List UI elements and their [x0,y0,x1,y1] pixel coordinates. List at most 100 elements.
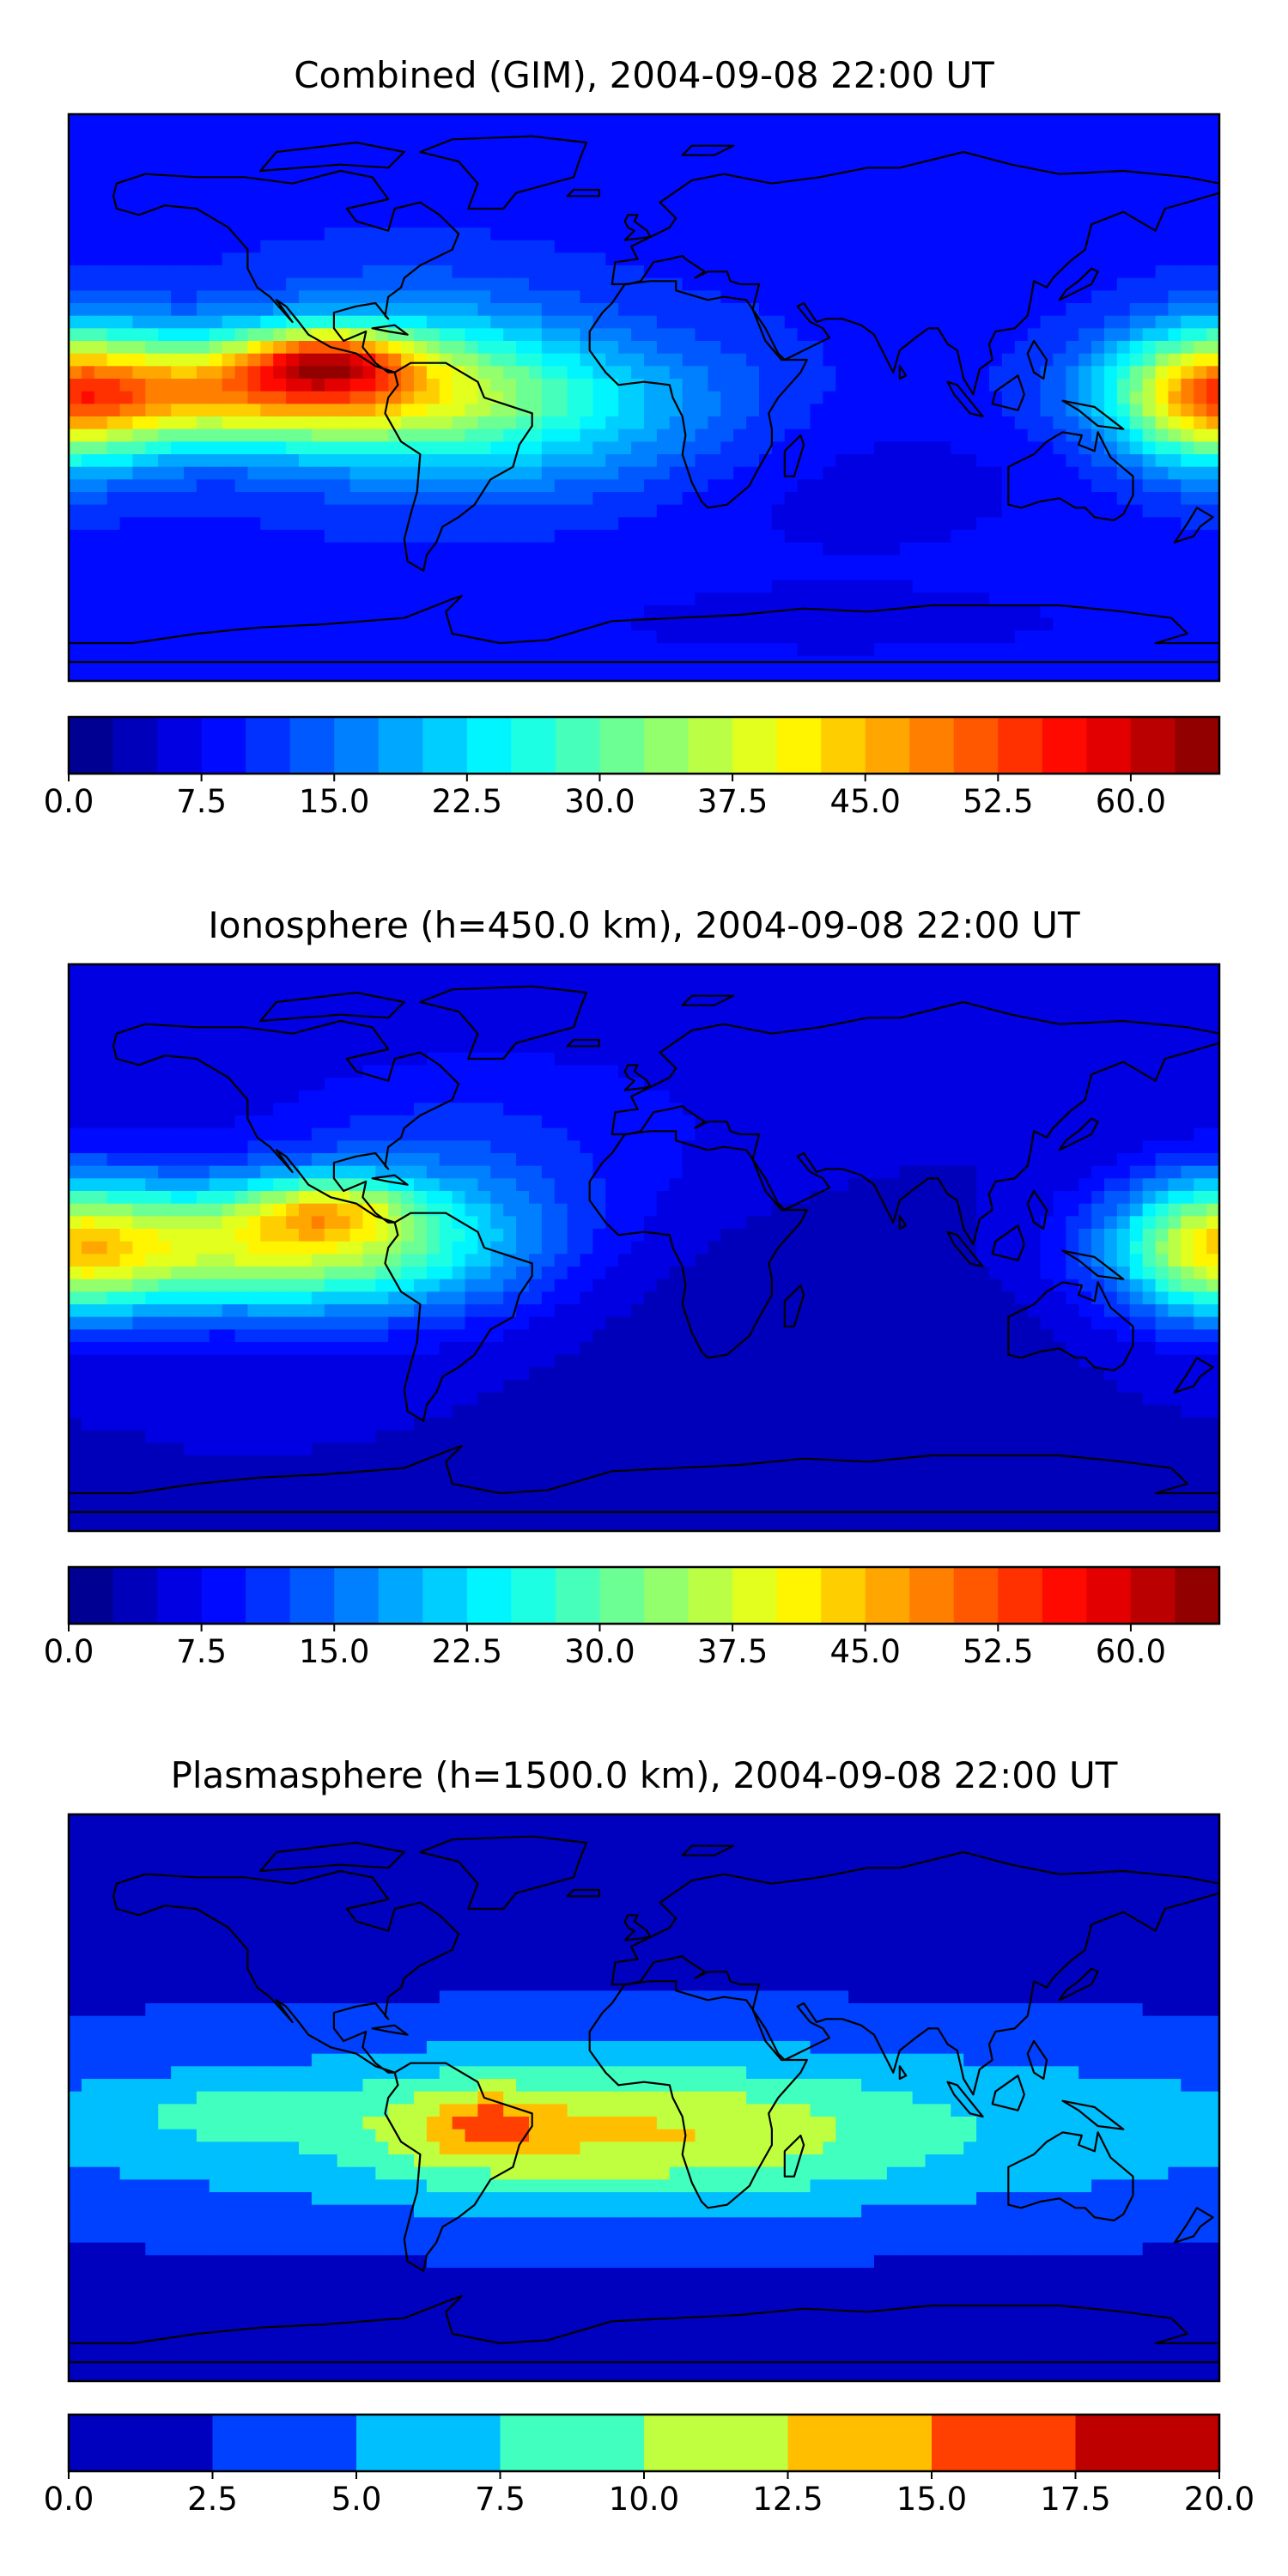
field-cell [94,580,108,593]
field-cell [516,139,530,153]
field-cell [1091,379,1105,392]
field-cell [1027,479,1042,493]
field-cell [1040,504,1054,518]
field-cell [1194,441,1207,455]
field-cell [797,215,811,228]
field-cell [196,441,210,455]
field-cell [1116,568,1131,581]
field-cell [835,630,849,644]
field-cell [184,1216,197,1230]
field-cell [1104,228,1118,241]
field-cell [273,1329,287,1343]
field-cell [631,164,645,178]
field-cell [1104,391,1118,404]
field-cell [1104,303,1118,317]
field-cell [1040,391,1054,404]
field-cell [720,617,734,631]
field-cell [452,530,466,544]
field-cell [171,139,185,153]
field-cell [976,240,990,253]
field-cell [1104,479,1118,493]
field-cell [554,492,568,506]
field-cell [695,240,709,253]
field-cell [196,1178,210,1192]
field-cell [886,114,901,128]
field-cell [196,1443,210,1456]
field-cell [874,177,888,191]
coastline-canadian-arctic [259,141,405,173]
field-cell [184,568,197,581]
field-cell [720,177,734,191]
field-cell [69,555,82,568]
field-cell [81,1165,95,1179]
field-cell [106,126,121,140]
field-cell [465,668,479,681]
field-cell [912,366,927,380]
field-cell [951,252,964,266]
field-cell [273,190,287,204]
field-cell [746,479,760,493]
field-cell [145,416,159,430]
field-cell [708,630,721,644]
field-cell [874,592,888,606]
field-cell [848,139,862,153]
field-cell [925,428,939,442]
field-cell [1001,152,1016,166]
field-cell [1181,265,1194,279]
field-cell [874,152,888,166]
field-cell [222,1191,236,1205]
field-cell [1066,228,1079,241]
field-cell [669,643,683,657]
field-cell [1066,568,1079,581]
field-cell [797,441,811,455]
field-cell [465,416,479,430]
field-cell [69,1405,82,1419]
field-cell [516,379,530,392]
field-cell [337,504,351,518]
field-cell [925,580,939,593]
field-cell [1206,114,1219,128]
field-cell [1155,492,1170,506]
field-cell [362,126,376,140]
field-cell [695,416,709,430]
field-cell [260,202,274,216]
field-cell [247,555,261,568]
field-cell [1206,366,1219,380]
field-cell [234,328,249,342]
field-cell [1194,479,1207,493]
field-cell [1181,643,1194,657]
field-cell [222,1115,236,1129]
field-cell [247,479,261,493]
field-cell [1194,353,1207,367]
field-cell [69,1065,82,1078]
field-cell [720,303,734,317]
tec-field [69,964,1219,1531]
field-cell [273,353,287,367]
field-cell [324,353,338,367]
field-cell [158,530,172,544]
field-cell [286,1229,300,1242]
field-cell [529,328,543,342]
field-cell [541,428,556,442]
field-cell [580,303,594,317]
field-cell [106,1367,121,1381]
field-cell [81,976,95,990]
field-cell [1078,630,1092,644]
field-cell [592,114,606,128]
field-cell [106,492,121,506]
field-cell [222,1518,236,1531]
field-cell [414,479,428,493]
field-cell [1181,126,1194,140]
field-cell [477,328,491,342]
field-cell [1168,668,1182,681]
field-cell [171,1052,185,1066]
field-cell [874,164,888,178]
field-cell [529,454,543,468]
field-cell [171,1367,185,1381]
field-cell [273,1090,287,1103]
field-cell [196,1418,210,1431]
field-cell [299,114,313,128]
field-cell [490,139,504,153]
field-cell [605,404,619,417]
field-cell [1053,404,1066,417]
